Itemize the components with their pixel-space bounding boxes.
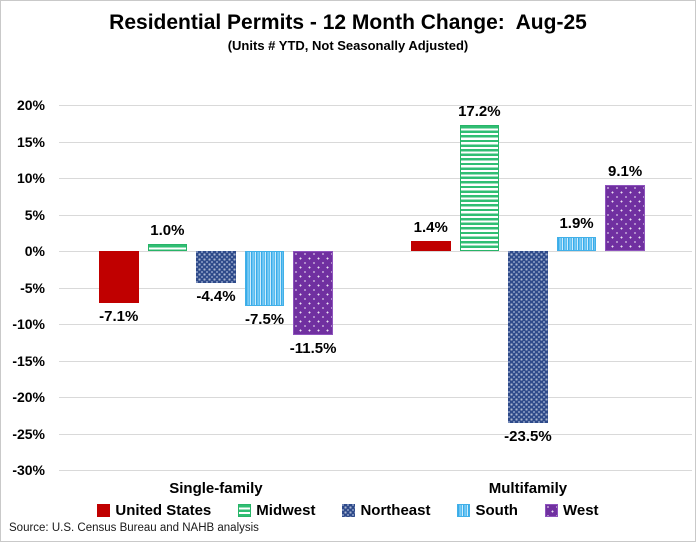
bar-multifamily-west: [605, 184, 645, 251]
legend-item-northeast: Northeast: [342, 503, 430, 518]
category-label-single-family: Single-family: [169, 480, 263, 497]
category-label-multifamily: Multifamily: [488, 480, 568, 497]
legend-label-west: West: [562, 502, 599, 519]
bar-multifamily-united-states: [411, 240, 451, 251]
legend-item-midwest: Midwest: [238, 503, 315, 518]
chart-title: Residential Permits - 12 Month Change: A…: [109, 11, 587, 34]
y-axis-tick-label: 0%: [24, 243, 45, 259]
bar-single-family-midwest: [147, 243, 188, 251]
y-axis-tick-label: -15%: [12, 352, 45, 369]
gridline: [59, 105, 692, 106]
legend-label-united-states: United States: [115, 502, 212, 519]
gridline: [59, 214, 692, 216]
bar-label-multifamily-west: 9.1%: [608, 162, 643, 180]
bar-single-family-united-states: [99, 251, 139, 303]
legend-label-midwest: Midwest: [256, 502, 316, 519]
y-axis-tick-label: -5%: [20, 279, 45, 296]
bar-label-single-family-south: -7.5%: [244, 310, 285, 328]
y-axis-tick-label: -20%: [12, 389, 45, 405]
legend-label-northeast: Northeast: [360, 502, 431, 519]
gridline: [59, 178, 692, 179]
y-axis-tick-label: 5%: [24, 206, 45, 223]
chart-subtitle: (Units # YTD, Not Seasonally Adjusted): [227, 38, 469, 53]
source-note: Source: U.S. Census Bureau and NAHB anal…: [9, 522, 259, 534]
bar-single-family-northeast: [196, 251, 236, 284]
bar-single-family-west: [293, 251, 333, 335]
bar-label-single-family-united-states: -7.1%: [99, 307, 139, 325]
gridline: [59, 433, 692, 435]
gridline: [59, 287, 692, 289]
legend-item-west: West: [544, 502, 599, 519]
y-axis-tick-label: -30%: [12, 462, 45, 478]
gridline: [59, 251, 692, 252]
bar-label-single-family-west: -11.5%: [289, 339, 337, 357]
bar-label-single-family-northeast: -4.4%: [196, 288, 236, 306]
bar-label-multifamily-northeast: -23.5%: [504, 427, 552, 445]
chart-legend: United States Midwest Northeast South West: [1, 503, 695, 518]
y-axis-tick-label: 20%: [16, 97, 45, 113]
y-axis-tick-label: -10%: [12, 316, 45, 332]
legend-swatch-united-states: [97, 504, 111, 517]
bar-label-single-family-midwest: 1.0%: [150, 221, 185, 239]
legend-item-south: South: [457, 503, 518, 518]
bar-label-multifamily-south: 1.9%: [559, 215, 594, 233]
gridline: [59, 324, 692, 325]
bar-label-multifamily-united-states: 1.4%: [413, 218, 448, 236]
y-axis-tick-label: -25%: [12, 425, 45, 442]
legend-label-south: South: [475, 502, 518, 519]
legend-item-united-states: United States: [97, 503, 211, 518]
bar-multifamily-midwest: [459, 125, 500, 251]
legend-swatch-northeast: [342, 504, 356, 517]
bar-multifamily-south: [556, 237, 597, 251]
gridline: [59, 360, 692, 362]
bar-multifamily-northeast: [508, 251, 548, 423]
gridline: [59, 470, 692, 471]
legend-swatch-west: [544, 504, 558, 517]
legend-swatch-south: [457, 504, 471, 517]
bar-label-multifamily-midwest: 17.2%: [458, 103, 501, 121]
gridline: [59, 141, 692, 143]
bar-single-family-south: [244, 251, 285, 306]
gridline: [59, 397, 692, 398]
y-axis-tick-label: 15%: [16, 133, 45, 150]
legend-swatch-midwest: [238, 504, 252, 517]
y-axis-tick-label: 10%: [16, 170, 45, 186]
